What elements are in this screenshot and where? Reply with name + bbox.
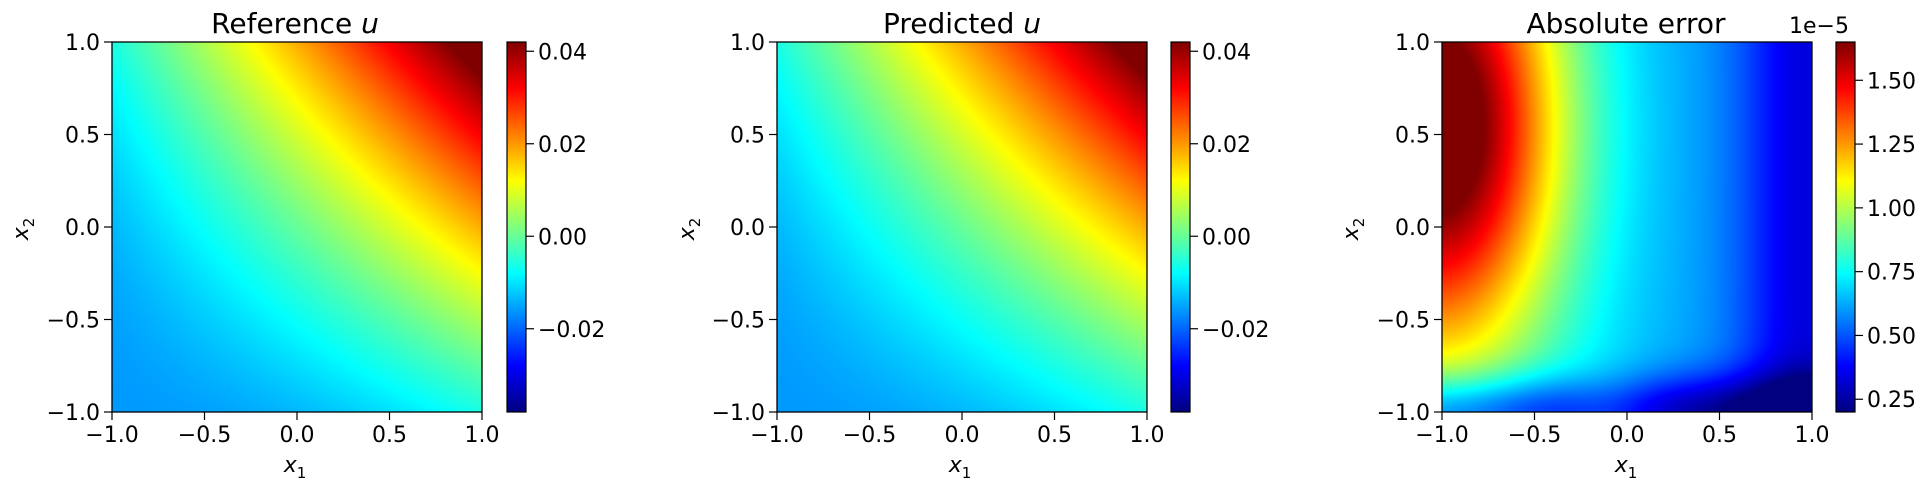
y-tick-label: 0.5 xyxy=(65,124,100,149)
y-axis: −1.0 −0.5 0.0 0.5 1.0 x2 xyxy=(9,31,112,426)
colorbar-tick-label: −0.02 xyxy=(1202,318,1269,343)
panel-title: Reference u xyxy=(211,7,379,40)
y-tick-label: −1.0 xyxy=(1377,401,1430,426)
x-axis: −1.0 −0.5 0.0 0.5 1.0 x1 xyxy=(85,412,500,482)
x-tick-label: −0.5 xyxy=(843,423,896,448)
heatmap-image xyxy=(777,42,1147,412)
colorbar-tick-label: 0.25 xyxy=(1867,388,1916,413)
colorbar-tick-label: 0.75 xyxy=(1867,261,1916,286)
y-axis-label: x2 xyxy=(1339,218,1368,242)
colorbar-gradient xyxy=(1171,42,1190,412)
colorbar-gradient xyxy=(1836,42,1855,412)
y-tick-label: 1.0 xyxy=(730,31,765,56)
colorbar-tick-label: 1.00 xyxy=(1867,197,1916,222)
colorbar-tick-label: −0.02 xyxy=(538,318,605,343)
colorbar-frame xyxy=(1835,41,1856,413)
colorbar-frame xyxy=(1170,41,1191,413)
x-axis-label: x1 xyxy=(1614,453,1638,482)
x-axis: −1.0 −0.5 0.0 0.5 1.0 x1 xyxy=(1415,412,1830,482)
x-tick-label: −1.0 xyxy=(85,423,138,448)
y-tick-label: −0.5 xyxy=(1377,309,1430,334)
y-tick-label: −0.5 xyxy=(712,309,765,334)
y-tick-label: 1.0 xyxy=(65,31,100,56)
y-tick-label: 0.0 xyxy=(1395,216,1430,241)
colorbar: −0.02 0.00 0.02 0.04 xyxy=(1170,40,1269,413)
y-tick-label: 0.5 xyxy=(1395,124,1430,149)
y-axis-label: x2 xyxy=(675,218,704,242)
x-tick-label: 0.0 xyxy=(945,423,980,448)
colorbar-gradient xyxy=(507,42,526,412)
y-tick-label: −0.5 xyxy=(47,309,100,334)
panel-predicted: Predicted u −1.0 −0.5 0.0 0.5 1.0 x1 −1.… xyxy=(675,7,1269,482)
x-axis-label: x1 xyxy=(283,453,307,482)
x-tick-label: 0.0 xyxy=(280,423,315,448)
x-tick-label: 0.5 xyxy=(1702,423,1737,448)
colorbar: 0.25 0.50 0.75 1.00 1.25 1.50 xyxy=(1835,41,1916,413)
x-axis-label: x1 xyxy=(948,453,972,482)
colorbar-tick-label: 0.04 xyxy=(1202,40,1251,65)
x-tick-label: −1.0 xyxy=(1415,423,1468,448)
heatmap-image xyxy=(112,42,482,412)
x-tick-label: −1.0 xyxy=(750,423,803,448)
x-tick-label: 1.0 xyxy=(1795,423,1830,448)
x-tick-label: 0.5 xyxy=(1037,423,1072,448)
x-tick-label: −0.5 xyxy=(178,423,231,448)
x-tick-label: 1.0 xyxy=(465,423,500,448)
colorbar-tick-label: 0.00 xyxy=(1202,225,1251,250)
colorbar-tick-label: 0.04 xyxy=(538,40,587,65)
y-tick-label: 0.0 xyxy=(730,216,765,241)
colorbar-tick-label: 1.50 xyxy=(1867,69,1916,94)
colorbar-tick-label: 0.02 xyxy=(538,133,587,158)
colorbar-tick-label: 1.25 xyxy=(1867,133,1916,158)
x-tick-label: 1.0 xyxy=(1130,423,1165,448)
y-axis-label: x2 xyxy=(9,218,38,242)
y-axis: −1.0 −0.5 0.0 0.5 1.0 x2 xyxy=(1339,31,1442,426)
y-tick-label: 1.0 xyxy=(1395,31,1430,56)
colorbar-tick-label: 0.02 xyxy=(1202,133,1251,158)
colorbar-tick-label: 0.50 xyxy=(1867,324,1916,349)
colorbar-offset-label: 1e−5 xyxy=(1789,14,1849,39)
heatmap-image xyxy=(1442,42,1812,412)
panel-title: Predicted u xyxy=(883,7,1041,40)
panel-title: Absolute error xyxy=(1526,7,1726,40)
panel-reference: Reference u −1.0 −0.5 0.0 0.5 1.0 x1 −1.… xyxy=(9,7,605,482)
colorbar-frame xyxy=(506,41,527,413)
y-tick-label: 0.0 xyxy=(65,216,100,241)
y-tick-label: 0.5 xyxy=(730,124,765,149)
y-tick-label: −1.0 xyxy=(47,401,100,426)
y-axis: −1.0 −0.5 0.0 0.5 1.0 x2 xyxy=(675,31,777,426)
panel-absolute-error: Absolute error 1e−5 −1.0 −0.5 0.0 0.5 1.… xyxy=(1339,7,1916,482)
x-axis: −1.0 −0.5 0.0 0.5 1.0 x1 xyxy=(750,412,1165,482)
y-tick-label: −1.0 xyxy=(712,401,765,426)
colorbar-tick-label: 0.00 xyxy=(538,225,587,250)
x-tick-label: 0.0 xyxy=(1610,423,1645,448)
colorbar: −0.02 0.00 0.02 0.04 xyxy=(506,40,605,413)
x-tick-label: −0.5 xyxy=(1508,423,1561,448)
x-tick-label: 0.5 xyxy=(372,423,407,448)
